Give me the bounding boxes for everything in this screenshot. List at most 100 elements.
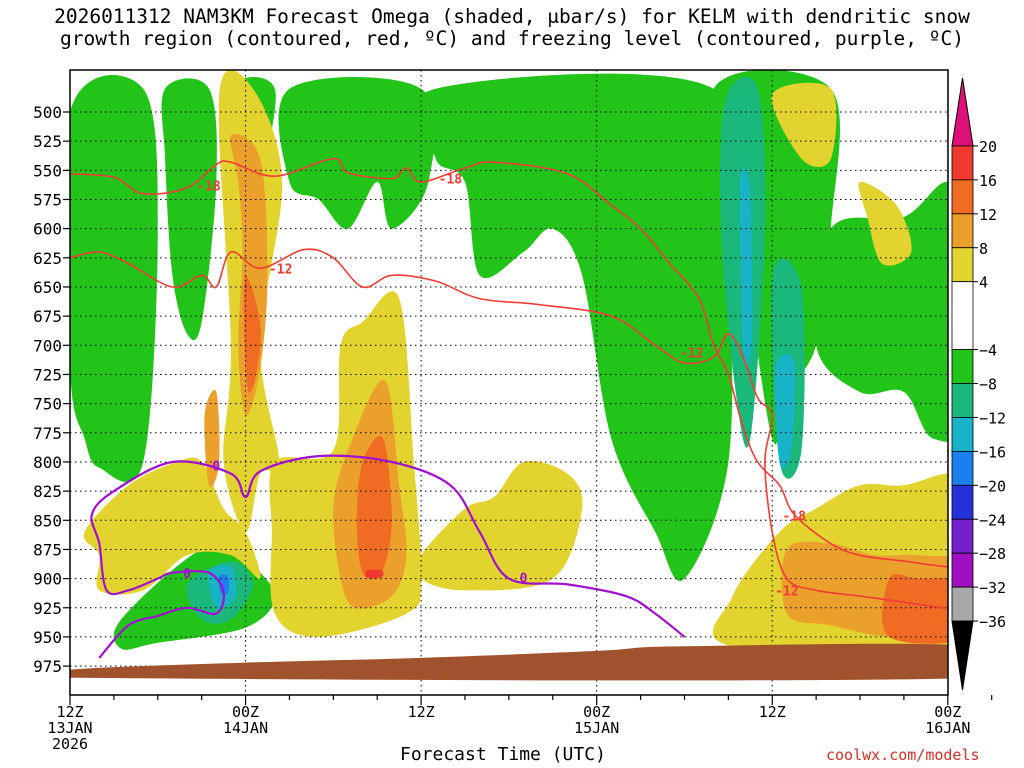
y-tick-label: 925 [33, 599, 62, 618]
y-tick-label: 575 [33, 190, 62, 209]
temperature-contours: -18 -18 -18 -12 -12 -12 0 0 0 [70, 157, 948, 659]
omega-region [858, 181, 912, 266]
colorbar-bottom-arrow [951, 620, 974, 691]
x-tick-label: 13JAN [47, 719, 92, 737]
y-tick-label: 675 [33, 307, 62, 326]
x-tick-label: 12Z [408, 703, 435, 721]
contour-line [70, 248, 948, 610]
omega-region [415, 460, 583, 591]
colorbar-label: −12 [979, 409, 1006, 427]
y-tick-label: 650 [33, 278, 62, 297]
colorbar-label: −36 [979, 613, 1006, 631]
colorbar-label: −24 [979, 511, 1006, 529]
omega-region [365, 569, 384, 579]
colorbar-bin [951, 179, 974, 215]
terrain-fill [70, 643, 948, 681]
colorbar-label: −32 [979, 579, 1006, 597]
contour-label: -18 [197, 179, 221, 194]
colorbar-bin [951, 586, 974, 622]
colorbar-label: 8 [979, 240, 988, 258]
colorbar-bin [951, 450, 974, 486]
omega-region [278, 77, 436, 229]
omega-region [243, 275, 261, 394]
chart-title: 2026011312 NAM3KM Forecast Omega (shaded… [0, 6, 1024, 50]
colorbar-bin [951, 145, 974, 181]
colorbar-bin [951, 552, 974, 588]
colorbar-label: −28 [979, 545, 1006, 563]
contour-label: -18 [782, 510, 806, 525]
omega-region [814, 181, 948, 443]
colorbar: 20 16 12 8 4 −4 −8 −12 −16 −20 −24 −28 −32 −36 [951, 77, 1006, 691]
omega-region [356, 435, 392, 580]
contour-label: -12 [269, 262, 292, 277]
y-tick-label: 600 [33, 220, 62, 239]
y-tick-label: 950 [33, 628, 62, 647]
contour-line [90, 454, 686, 659]
y-tick-label: 850 [33, 511, 62, 530]
omega-region [771, 82, 837, 168]
x-tick-label: 12Z [56, 703, 83, 721]
x-tick-label: 12Z [759, 703, 786, 721]
omega-region [882, 574, 948, 644]
terrain-shape [70, 643, 948, 681]
plot-area: -18 -18 -18 -12 -12 -12 0 0 0 [70, 70, 948, 695]
y-tick-label: 750 [33, 395, 62, 414]
y-tick-label: 975 [33, 657, 62, 676]
x-tick-label: 00Z [934, 703, 961, 721]
omega-region [739, 167, 753, 365]
colorbar-label: −20 [979, 477, 1006, 495]
x-tick-label: 00Z [583, 703, 610, 721]
y-tick-label: 800 [33, 453, 62, 472]
contour-label: 0 [183, 567, 191, 582]
chart-title-line-2: growth region (contoured, red, ºC) and f… [60, 27, 964, 50]
omega-shading [70, 70, 948, 661]
x-axis-label: Forecast Time (UTC) [400, 744, 606, 765]
colorbar-top-arrow [951, 77, 974, 147]
credit-link[interactable]: coolwx.com/models [826, 746, 980, 764]
y-axis: 500 525 550 575 600 625 650 675 700 725 750 775 800 8… [33, 103, 70, 676]
y-tick-label: 700 [33, 336, 62, 355]
x-tick-label: 14JAN [223, 719, 268, 737]
contour-label: 0 [520, 571, 528, 586]
colorbar-bin [951, 484, 974, 520]
colorbar-bin [951, 349, 974, 384]
colorbar-bin [951, 281, 974, 350]
contour-label: 0 [212, 459, 220, 474]
y-tick-label: 875 [33, 540, 62, 559]
x-tick-label: 16JAN [925, 719, 970, 737]
contour-label: -12 [680, 346, 703, 361]
colorbar-label: 16 [979, 172, 997, 190]
colorbar-bin [951, 213, 974, 249]
chart-title-line-1: 2026011312 NAM3KM Forecast Omega (shaded… [54, 5, 970, 28]
contour-label: -12 [775, 584, 798, 599]
omega-region [70, 75, 158, 483]
y-tick-label: 900 [33, 570, 62, 589]
colorbar-label: 4 [979, 274, 988, 292]
colorbar-label: 20 [979, 138, 997, 156]
colorbar-bin [951, 247, 974, 283]
colorbar-label: −8 [979, 376, 997, 394]
x-tick-label: 2026 [52, 735, 88, 753]
colorbar-bin [951, 518, 974, 554]
y-tick-label: 550 [33, 161, 62, 180]
contour-label: -18 [439, 172, 463, 187]
omega-region [774, 354, 796, 469]
colorbar-label: −4 [979, 342, 997, 360]
colorbar-label: −16 [979, 443, 1006, 461]
omega-region [83, 457, 261, 595]
x-tick-label: 15JAN [574, 719, 619, 737]
omega-region [414, 73, 740, 581]
y-tick-label: 825 [33, 482, 62, 501]
y-tick-label: 525 [33, 132, 62, 151]
omega-region [218, 574, 230, 595]
y-tick-label: 775 [33, 424, 62, 443]
colorbar-bin [951, 383, 974, 418]
colorbar-bin [951, 417, 974, 452]
colorbar-label: 12 [979, 206, 997, 224]
y-tick-label: 725 [33, 365, 62, 384]
y-tick-label: 625 [33, 249, 62, 268]
contour-line [70, 157, 948, 568]
x-tick-label: 00Z [232, 703, 259, 721]
